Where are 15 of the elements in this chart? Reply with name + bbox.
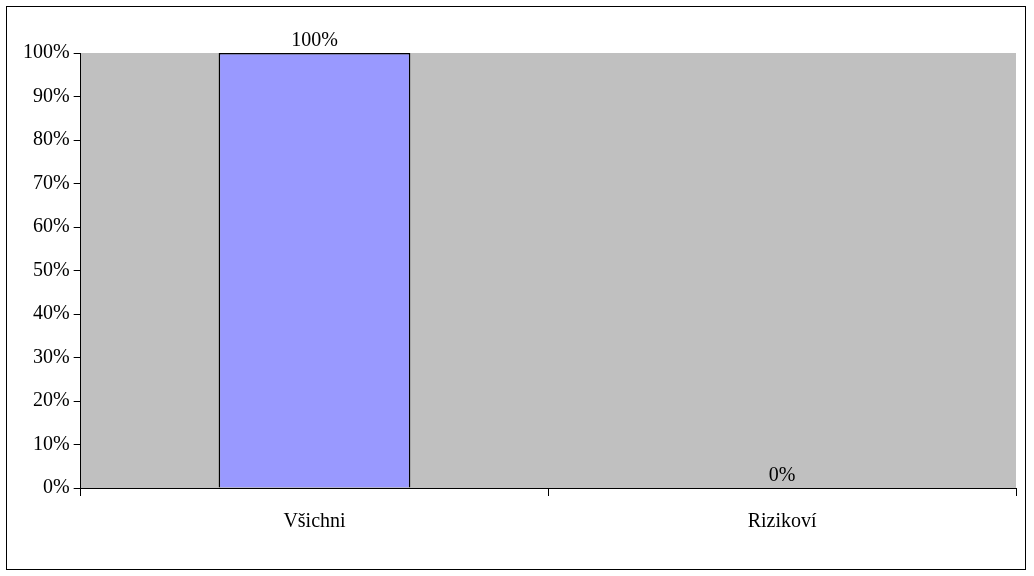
- y-tick-label: 20%: [32, 388, 70, 411]
- y-tick-label: 0%: [42, 475, 70, 498]
- data-label: 0%: [768, 463, 796, 486]
- data-label: 100%: [291, 28, 338, 51]
- y-tick-label: 70%: [32, 170, 70, 193]
- x-tick-label: Všichni: [283, 509, 347, 532]
- y-tick-label: 80%: [32, 127, 70, 150]
- y-tick-label: 40%: [32, 301, 70, 324]
- y-tick-label: 30%: [32, 344, 70, 367]
- y-tick-label: 50%: [32, 257, 70, 280]
- y-tick-label: 90%: [32, 83, 70, 106]
- y-tick-label: 100%: [22, 40, 70, 63]
- y-tick-label: 60%: [32, 214, 70, 237]
- y-tick-label: 10%: [32, 431, 70, 454]
- x-tick-label: Rizikoví: [747, 509, 818, 532]
